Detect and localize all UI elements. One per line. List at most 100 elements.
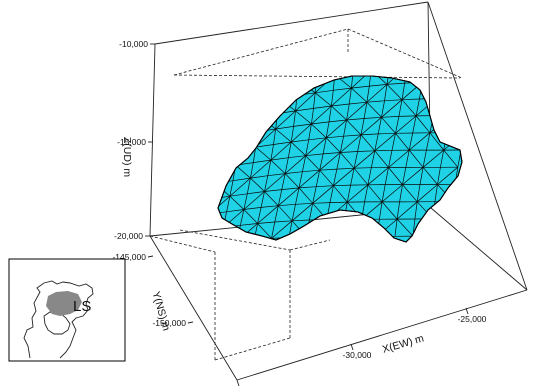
mesh-edge — [408, 132, 414, 151]
mesh-edge — [270, 144, 274, 161]
mesh-edge — [402, 167, 424, 185]
mesh-edge — [253, 159, 271, 163]
mesh-edge — [200, 168, 218, 171]
mesh-edge — [288, 236, 307, 238]
mesh-edge — [336, 167, 355, 170]
mesh-edge — [295, 110, 312, 125]
mesh-edge — [219, 136, 222, 153]
mesh-edge — [250, 159, 272, 179]
mesh-edge — [415, 98, 420, 116]
mesh-edge — [243, 209, 258, 224]
mesh-edge — [326, 135, 344, 139]
mesh-edge — [378, 132, 396, 135]
mesh-edge — [395, 116, 400, 134]
mesh-edge — [243, 191, 265, 210]
mesh-edge — [250, 162, 254, 179]
mesh-edge — [381, 184, 386, 202]
mesh-edge — [267, 160, 272, 176]
mesh-edge — [360, 133, 379, 136]
mesh-edge — [290, 123, 312, 143]
mesh-edge — [224, 72, 243, 74]
mesh-edge — [292, 219, 310, 222]
box-edge — [430, 207, 528, 291]
mesh-edge — [218, 164, 236, 169]
mesh-edge — [284, 157, 289, 174]
mesh-edge — [333, 169, 338, 186]
mesh-edge — [351, 87, 368, 103]
z-tick-label: -20,000 — [114, 231, 143, 241]
mesh-edge — [218, 136, 222, 140]
mesh-edge — [381, 116, 399, 118]
mesh-edge — [396, 201, 418, 220]
mesh-edge — [419, 98, 437, 100]
mesh-edge — [218, 76, 224, 90]
mesh-edge — [302, 169, 320, 173]
mesh-edge — [354, 57, 371, 70]
mesh-edge — [218, 89, 224, 108]
mesh-edge — [195, 202, 209, 215]
mesh-edge — [297, 76, 318, 81]
surface-outline — [217, 75, 463, 243]
mesh-edge — [475, 64, 478, 81]
mesh-edge — [408, 149, 424, 168]
mesh-edge — [381, 100, 385, 118]
box-edge — [149, 235, 238, 381]
mesh-edge — [384, 84, 388, 101]
mesh-edge — [353, 57, 354, 73]
ls-highlight-region — [46, 291, 82, 316]
mesh-edge — [422, 167, 438, 185]
mesh-edge — [258, 115, 276, 130]
mesh-edge — [401, 83, 406, 100]
mesh-edge — [291, 139, 309, 143]
mesh-edge — [237, 134, 240, 150]
mesh-edge — [386, 84, 403, 100]
y-tick-label: -150,000 — [152, 318, 186, 328]
y-tick-mark — [187, 321, 194, 324]
mesh-edge — [425, 65, 443, 66]
mesh-edge — [396, 201, 400, 220]
mesh-edge — [363, 102, 368, 119]
mesh-edge — [222, 102, 243, 122]
mesh-edge — [195, 183, 215, 201]
mesh-edge — [222, 105, 224, 122]
mesh-edge — [349, 101, 367, 105]
mesh-edge — [254, 238, 272, 241]
mesh-edge — [326, 219, 342, 237]
mesh-edge — [255, 146, 272, 161]
mesh-edge — [189, 214, 210, 232]
mesh-edge — [421, 76, 426, 83]
mesh-edge — [241, 100, 261, 104]
mesh-edge — [260, 97, 279, 102]
mesh-edge — [218, 152, 221, 171]
mesh-edge — [291, 203, 313, 222]
x-tick-mark — [350, 343, 354, 351]
mesh-edge — [346, 118, 365, 121]
mesh-edge — [350, 168, 355, 186]
mesh-edge — [386, 76, 408, 85]
mesh-edge — [311, 105, 332, 125]
mesh-edge — [366, 86, 370, 103]
mesh-edge — [247, 191, 265, 195]
mesh-edge — [436, 81, 441, 99]
mesh-edge — [446, 115, 451, 133]
mesh-edge — [408, 132, 431, 151]
box-dash — [173, 74, 461, 79]
mesh-edge — [436, 80, 458, 99]
mesh-edge — [371, 54, 372, 70]
mesh-edge — [439, 76, 443, 82]
mesh-edge — [192, 202, 195, 217]
mesh-edge — [449, 218, 452, 235]
mesh-edge — [471, 81, 474, 98]
mesh-edge — [422, 149, 444, 168]
mesh-edge — [240, 209, 245, 226]
mesh-edge — [299, 62, 318, 65]
mesh-edge — [295, 187, 300, 205]
mesh-edge — [388, 149, 410, 168]
mesh-edge — [305, 137, 327, 156]
mesh-edge — [388, 150, 393, 168]
mesh-edge — [346, 103, 350, 121]
mesh-edge — [279, 76, 281, 83]
mesh-edge — [351, 76, 372, 89]
mesh-edge — [353, 151, 358, 169]
